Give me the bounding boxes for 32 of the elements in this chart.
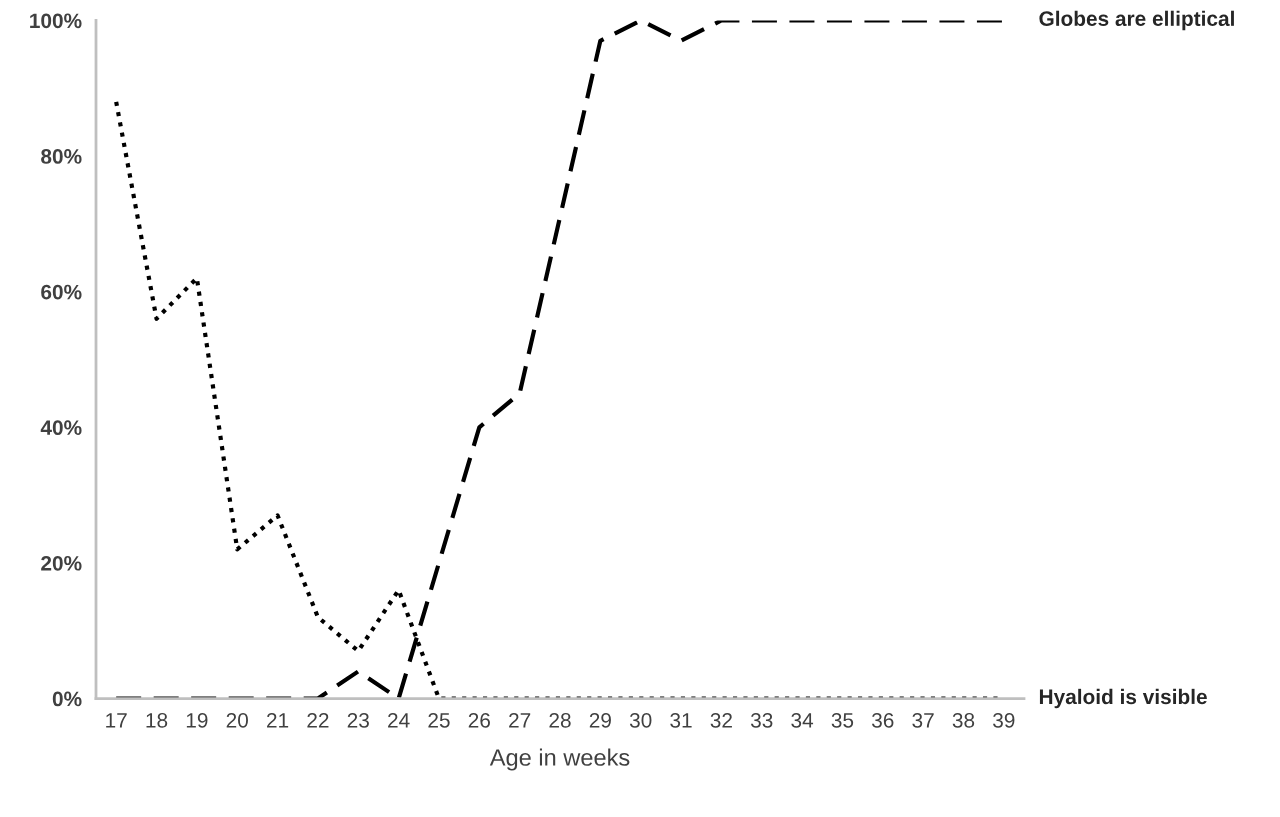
series-label: Globes are elliptical (1039, 10, 1234, 31)
x-tick-label: 18 (146, 712, 168, 728)
x-tick-label: 19 (186, 712, 208, 728)
x-tick-label: 34 (791, 712, 814, 728)
y-tick-label: 100% (30, 13, 82, 29)
y-tick-label: 20% (41, 555, 82, 571)
x-tick-label: 29 (589, 712, 611, 728)
x-tick-label: 36 (871, 712, 894, 728)
x-tick-label: 39 (993, 712, 1015, 728)
x-tick-label: 20 (226, 712, 248, 728)
x-tick-label: 38 (952, 712, 975, 728)
x-tick-label: 28 (549, 712, 571, 728)
x-axis-title: Age in weeks (489, 748, 630, 771)
x-tick-label: 27 (509, 712, 531, 728)
series-label: Hyaloid is visible (1039, 688, 1207, 709)
x-tick-label: 23 (347, 712, 369, 728)
x-tick-label: 24 (388, 712, 410, 728)
x-tick-label: 17 (106, 713, 127, 728)
y-tick-label: 0% (52, 691, 82, 707)
x-tick-label: 31 (670, 712, 692, 728)
y-tick-label: 40% (40, 420, 82, 436)
x-tick-label: 37 (912, 712, 934, 728)
x-tick-label: 22 (307, 712, 329, 728)
x-tick-label: 32 (710, 712, 732, 728)
x-tick-label: 26 (468, 712, 490, 728)
x-tick-label: 35 (831, 712, 854, 728)
x-tick-label: 30 (629, 712, 652, 728)
x-tick-label: 33 (750, 712, 773, 728)
x-tick-label: 25 (428, 712, 450, 728)
y-tick-label: 60% (41, 284, 82, 300)
x-tick-label: 21 (267, 712, 289, 728)
y-tick-label: 80% (41, 149, 82, 164)
